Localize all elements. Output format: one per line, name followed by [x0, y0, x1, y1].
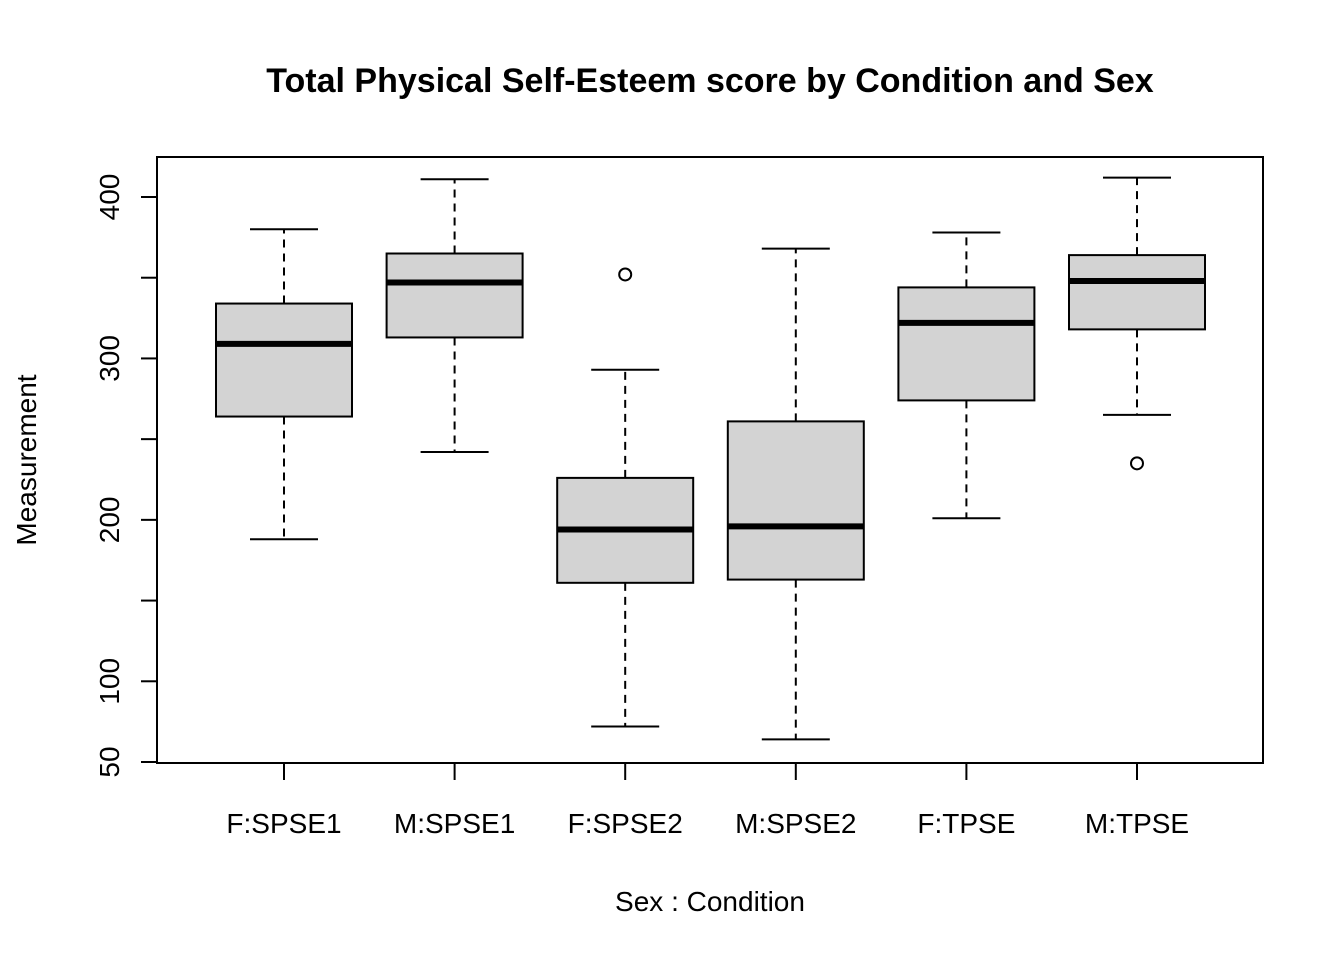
y-axis-label: Measurement	[11, 374, 42, 545]
x-tick-label: M:SPSE1	[394, 808, 515, 839]
y-tick-label: 300	[94, 335, 125, 382]
x-tick-label: F:SPSE2	[568, 808, 683, 839]
chart-title: Total Physical Self-Esteem score by Cond…	[266, 62, 1153, 100]
boxes-group	[215, 176, 1206, 741]
iqr-box	[1068, 254, 1206, 331]
box-m-spse1	[385, 178, 524, 454]
x-axis-label: Sex : Condition	[615, 886, 805, 917]
y-tick-label: 200	[94, 496, 125, 543]
x-tick-label: F:SPSE1	[226, 808, 341, 839]
y-tick-label: 100	[94, 658, 125, 705]
x-tick-label: M:SPSE2	[735, 808, 856, 839]
outlier-point	[618, 267, 633, 282]
iqr-box	[385, 252, 524, 339]
x-axis: F:SPSE1 M:SPSE1 F:SPSE2 M:SPSE2 F:TPSE M:TPSE	[226, 763, 1189, 839]
x-tick-label: F:TPSE	[917, 808, 1015, 839]
box-m-tpse	[1068, 176, 1206, 471]
y-axis: 50 100 200 300 400	[94, 174, 157, 778]
x-tick-label: M:TPSE	[1085, 808, 1189, 839]
y-tick-label: 50	[94, 746, 125, 777]
plot-frame	[156, 156, 1264, 764]
iqr-box	[726, 420, 865, 581]
y-tick-label: 400	[94, 174, 125, 221]
iqr-box	[897, 286, 1036, 402]
outlier-point	[1130, 456, 1144, 471]
iqr-box	[215, 302, 353, 418]
box-f-spse2	[556, 267, 695, 728]
box-m-spse2	[726, 247, 865, 741]
box-f-spse1	[215, 228, 353, 541]
box-f-tpse	[897, 231, 1036, 520]
